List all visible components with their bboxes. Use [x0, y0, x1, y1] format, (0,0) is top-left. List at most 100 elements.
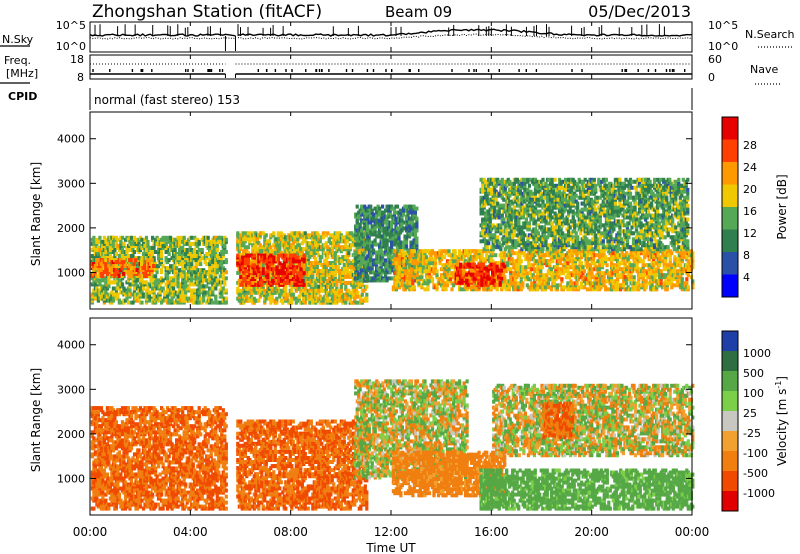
nsky-left-tick-bottom: 10^0 — [56, 40, 86, 53]
power-cell — [282, 265, 287, 270]
power-cell — [400, 283, 404, 288]
power-cell — [388, 270, 392, 275]
power-cell — [329, 241, 333, 246]
cpid-label: CPID — [8, 90, 37, 103]
freq-mark — [318, 69, 321, 72]
freq-mark — [621, 69, 623, 72]
power-cell — [302, 282, 306, 287]
power-cell — [184, 290, 188, 295]
power-cell — [323, 276, 327, 281]
power-cell — [365, 284, 369, 289]
power-cell — [190, 272, 194, 277]
power-cell — [391, 236, 395, 241]
power-cell — [224, 288, 228, 293]
power-cell — [182, 286, 186, 291]
power-cell — [326, 255, 330, 260]
power-cell — [191, 266, 195, 271]
power-cell — [521, 281, 525, 286]
power-cell — [373, 242, 377, 247]
power-cell — [269, 253, 273, 258]
freq-right-tick-top: 60 — [708, 53, 722, 66]
power-cell — [137, 266, 141, 271]
power-cell — [533, 283, 537, 288]
power-cell — [525, 271, 529, 276]
freq-mark — [473, 69, 475, 72]
power-cell — [117, 254, 121, 258]
power-cell — [146, 258, 150, 263]
power-cell — [335, 231, 339, 236]
power-cell — [358, 278, 362, 283]
power-cell — [246, 257, 250, 262]
power-cell — [150, 258, 154, 263]
power-cell — [326, 296, 330, 301]
power-cell — [93, 278, 97, 283]
freq-mark — [141, 69, 144, 72]
power-cell — [251, 280, 255, 285]
power-cell — [111, 292, 115, 297]
power-cell — [293, 235, 297, 240]
power-cell — [119, 245, 123, 250]
power-cell — [302, 271, 306, 276]
power-cell — [400, 273, 404, 278]
power-cell — [126, 278, 131, 283]
power-cell — [218, 266, 222, 271]
power-cell — [392, 210, 397, 215]
power-cell — [370, 244, 374, 249]
power-cell — [561, 285, 565, 290]
power-cell — [409, 287, 413, 292]
power-cell — [176, 284, 180, 289]
freq-mark — [525, 69, 527, 72]
power-cell — [303, 286, 307, 291]
freq-mark — [305, 69, 307, 72]
power-cell — [144, 248, 149, 252]
power-cell — [552, 281, 556, 286]
power-cell — [415, 236, 419, 241]
freq-mark — [418, 69, 420, 72]
power-cell — [248, 239, 252, 244]
power-cell — [569, 287, 573, 292]
power-cell — [519, 259, 523, 264]
power-cell — [252, 259, 256, 264]
power-cell — [412, 249, 416, 254]
power-cell — [521, 265, 525, 270]
power-cell — [98, 278, 102, 283]
power-cell — [202, 298, 206, 303]
power-cell — [243, 278, 247, 283]
power-cell — [329, 233, 333, 238]
power-cell — [329, 267, 333, 271]
power-cell — [245, 294, 249, 299]
power-cell — [102, 270, 106, 274]
power-cell — [518, 255, 522, 260]
power-cell — [218, 300, 222, 305]
power-cell — [135, 292, 140, 297]
power-cell — [282, 292, 286, 297]
power-cell — [104, 290, 108, 295]
power-cell — [335, 278, 339, 283]
nsearch-line — [89, 33, 693, 40]
freq-mark — [654, 69, 657, 72]
power-cell — [385, 276, 389, 281]
power-cell — [190, 235, 194, 240]
power-cell — [398, 208, 403, 213]
power-cell — [420, 275, 424, 280]
power-cell — [113, 248, 117, 252]
power-cell — [128, 294, 132, 299]
power-cell — [409, 226, 413, 231]
power-cell — [566, 281, 570, 286]
power-cell — [303, 231, 307, 236]
power-cell — [296, 255, 300, 260]
power-cell — [151, 254, 155, 258]
power-cell — [305, 272, 309, 277]
power-cell — [179, 235, 183, 240]
power-cell — [223, 280, 227, 285]
power-cell — [164, 292, 168, 297]
power-cell — [308, 241, 312, 246]
power-cell — [188, 241, 192, 246]
power-cell — [203, 290, 207, 295]
power-cell — [157, 264, 161, 269]
power-cell — [427, 265, 432, 270]
power-cell — [166, 294, 170, 299]
power-cell — [108, 248, 112, 252]
power-cell — [167, 239, 171, 244]
power-cell — [184, 256, 188, 261]
